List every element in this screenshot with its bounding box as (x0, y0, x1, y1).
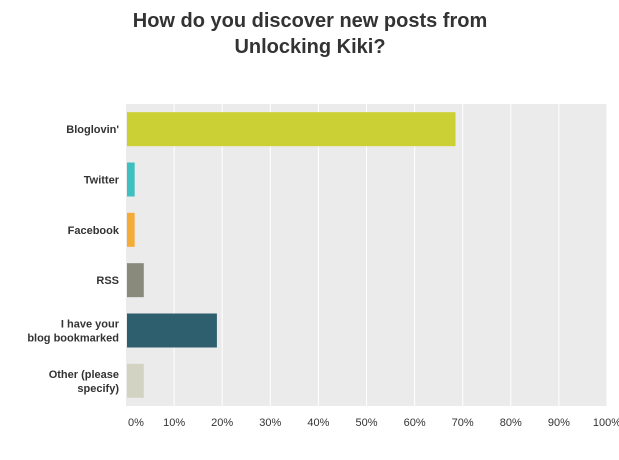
category-label-line: Bloglovin' (66, 124, 119, 136)
category-label-line: RSS (96, 275, 119, 287)
x-tick-label: 100% (593, 417, 619, 429)
gridlines (173, 104, 608, 406)
bar-bloglovin (127, 112, 456, 147)
category-label-line: blog bookmarked (27, 333, 119, 345)
category-label: Twitter (84, 175, 120, 187)
category-labels: Bloglovin' Twitter Facebook RSS I have your b… (27, 124, 120, 395)
x-tick-label: 30% (259, 417, 281, 429)
chart-title: How do you discover new posts from Unloc… (132, 10, 488, 58)
category-label: Other (please specify) (49, 369, 120, 395)
x-tick-label: 50% (355, 417, 377, 429)
x-tick-label: 10% (163, 417, 185, 429)
category-label-line: Facebook (68, 225, 120, 237)
bars (127, 112, 456, 398)
x-tick-label: 60% (404, 417, 426, 429)
category-label: Bloglovin' (66, 124, 119, 136)
category-label-line: specify) (77, 383, 119, 395)
bar-rss (127, 263, 144, 298)
category-label: I have your blog bookmarked (27, 319, 119, 345)
bar-i-have-your-blog-bookmarked (127, 313, 217, 348)
x-tick-label: 40% (307, 417, 329, 429)
x-tick-label: 0% (128, 417, 144, 429)
category-label-line: Twitter (84, 175, 120, 187)
bar-twitter (127, 162, 135, 197)
category-label: RSS (96, 275, 119, 287)
x-tick-labels: 0% 10% 20% 30% 40% 50% 60% 70% 80% 90% 100% (128, 417, 619, 429)
bar-other-please-specify (127, 363, 144, 398)
x-tick-label: 20% (211, 417, 233, 429)
x-tick-label: 80% (500, 417, 522, 429)
bar-facebook (127, 212, 135, 247)
x-tick-label: 70% (452, 417, 474, 429)
x-tick-label: 90% (548, 417, 570, 429)
category-label-line: Other (please (49, 369, 119, 381)
category-label: Facebook (68, 225, 120, 237)
category-label-line: I have your (61, 319, 120, 331)
